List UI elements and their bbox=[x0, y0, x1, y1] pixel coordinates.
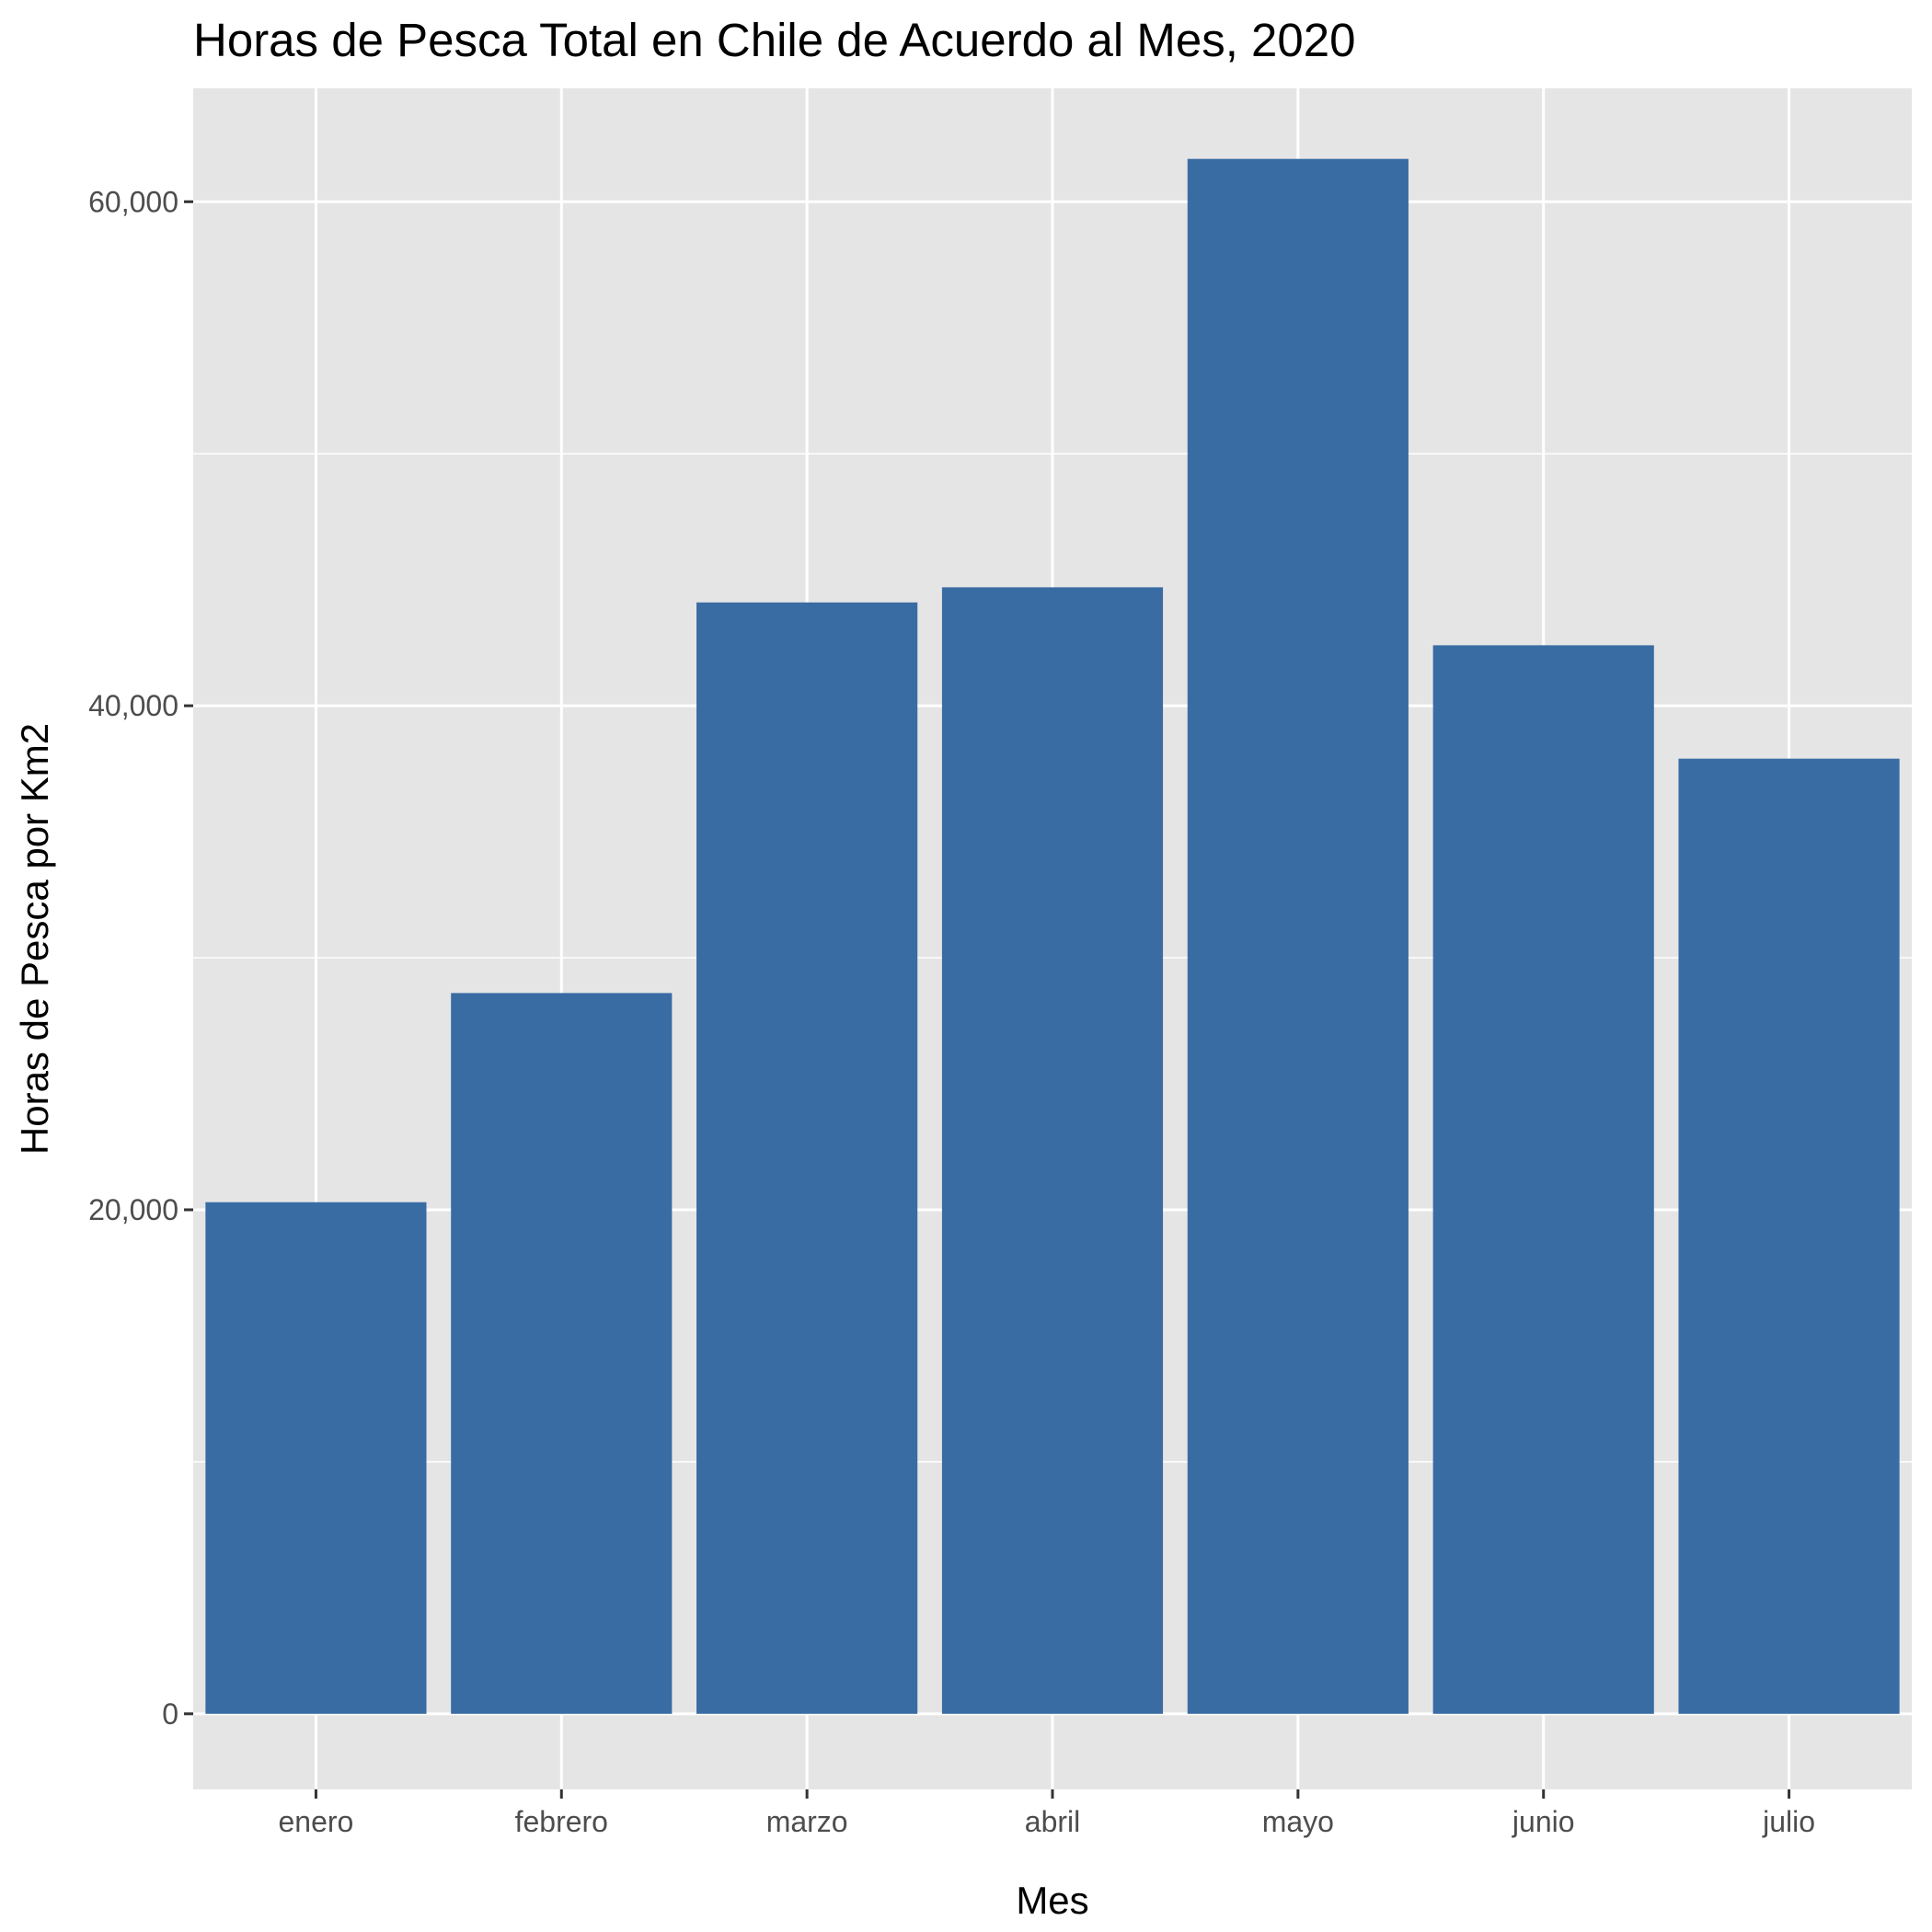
bar-mayo bbox=[1187, 158, 1409, 1714]
y-tick-label: 0 bbox=[162, 1697, 178, 1731]
axes: 0 20,000 40,000 60,000 enero febrero marzo abri… bbox=[88, 185, 1815, 1838]
bar-marzo bbox=[696, 602, 918, 1714]
bar-enero bbox=[205, 1202, 427, 1714]
x-axis-title: Mes bbox=[1016, 1879, 1088, 1922]
x-tick-label: febrero bbox=[515, 1805, 608, 1838]
bars bbox=[205, 158, 1900, 1714]
x-tick-label: enero bbox=[279, 1805, 354, 1838]
y-axis-title: Horas de Pesca por Km2 bbox=[13, 723, 56, 1155]
x-tick-label: junio bbox=[1512, 1805, 1575, 1838]
bar-junio bbox=[1432, 645, 1654, 1714]
bar-abril bbox=[941, 587, 1164, 1714]
y-tick-label: 20,000 bbox=[88, 1193, 178, 1226]
y-tick-label: 60,000 bbox=[88, 185, 178, 218]
bar-febrero bbox=[451, 993, 673, 1714]
y-tick-label: 40,000 bbox=[88, 689, 178, 722]
x-tick-label: marzo bbox=[766, 1805, 848, 1838]
x-tick-label: mayo bbox=[1262, 1805, 1334, 1838]
x-tick-label: julio bbox=[1762, 1805, 1815, 1838]
bar-julio bbox=[1678, 758, 1900, 1714]
chart-title: Horas de Pesca Total en Chile de Acuerdo… bbox=[193, 14, 1356, 66]
x-tick-label: abril bbox=[1025, 1805, 1080, 1838]
